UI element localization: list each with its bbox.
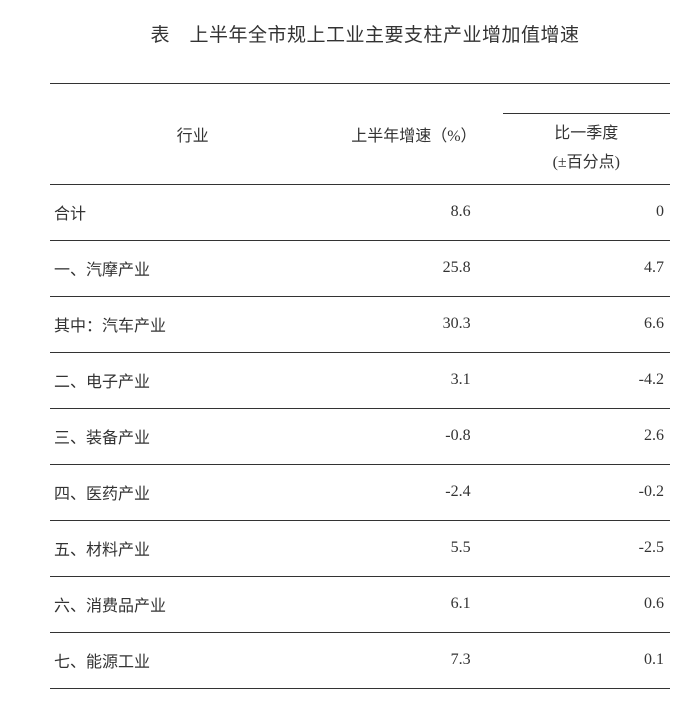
- cell-vs-q1: -2.5: [503, 520, 670, 576]
- cell-vs-q1: 0.6: [503, 576, 670, 632]
- cell-growth: -0.8: [335, 408, 502, 464]
- cell-industry: 一、汽摩产业: [50, 240, 335, 296]
- cell-growth: -2.4: [335, 464, 502, 520]
- cell-industry: 三、装备产业: [50, 408, 335, 464]
- col-header-vsq1-line1: 比一季度: [554, 125, 618, 142]
- data-table: 行业 上半年增速（%） 比一季度 (±百分点) 合计8.60一、汽摩产业25.8…: [50, 83, 670, 689]
- col-header-vsq1-line2: (±百分点): [553, 154, 620, 171]
- cell-industry: 五、材料产业: [50, 520, 335, 576]
- cell-vs-q1: -4.2: [503, 352, 670, 408]
- table-row: 二、电子产业3.1-4.2: [50, 352, 670, 408]
- table-row: 七、能源工业7.30.1: [50, 632, 670, 688]
- table-row: 四、医药产业-2.4-0.2: [50, 464, 670, 520]
- cell-growth: 25.8: [335, 240, 502, 296]
- cell-vs-q1: 0.1: [503, 632, 670, 688]
- cell-growth: 30.3: [335, 296, 502, 352]
- table-row: 合计8.60: [50, 184, 670, 240]
- table-row: 一、汽摩产业25.84.7: [50, 240, 670, 296]
- table-row: 六、消费品产业6.10.6: [50, 576, 670, 632]
- cell-industry: 合计: [50, 184, 335, 240]
- table-body: 合计8.60一、汽摩产业25.84.7其中：汽车产业30.36.6二、电子产业3…: [50, 184, 670, 688]
- cell-industry: 六、消费品产业: [50, 576, 335, 632]
- cell-industry: 七、能源工业: [50, 632, 335, 688]
- cell-industry: 四、医药产业: [50, 464, 335, 520]
- col-header-vsq1-rule: [503, 84, 670, 114]
- cell-vs-q1: 2.6: [503, 408, 670, 464]
- table-title: 表 上半年全市规上工业主要支柱产业增加值增速: [60, 20, 670, 47]
- cell-vs-q1: 6.6: [503, 296, 670, 352]
- col-header-industry: 行业: [50, 84, 335, 185]
- page: 表 上半年全市规上工业主要支柱产业增加值增速 行业 上半年增速（%） 比一季度 …: [0, 0, 700, 689]
- table-header: 行业 上半年增速（%） 比一季度 (±百分点): [50, 84, 670, 185]
- cell-industry: 其中：汽车产业: [50, 296, 335, 352]
- col-header-growth: 上半年增速（%）: [335, 84, 502, 185]
- table-row: 其中：汽车产业30.36.6: [50, 296, 670, 352]
- cell-vs-q1: 0: [503, 184, 670, 240]
- cell-industry: 二、电子产业: [50, 352, 335, 408]
- cell-vs-q1: -0.2: [503, 464, 670, 520]
- cell-growth: 5.5: [335, 520, 502, 576]
- col-header-vsq1: 比一季度 (±百分点): [503, 114, 670, 185]
- cell-vs-q1: 4.7: [503, 240, 670, 296]
- cell-growth: 7.3: [335, 632, 502, 688]
- table-row: 五、材料产业5.5-2.5: [50, 520, 670, 576]
- table-row: 三、装备产业-0.82.6: [50, 408, 670, 464]
- cell-growth: 8.6: [335, 184, 502, 240]
- cell-growth: 3.1: [335, 352, 502, 408]
- cell-growth: 6.1: [335, 576, 502, 632]
